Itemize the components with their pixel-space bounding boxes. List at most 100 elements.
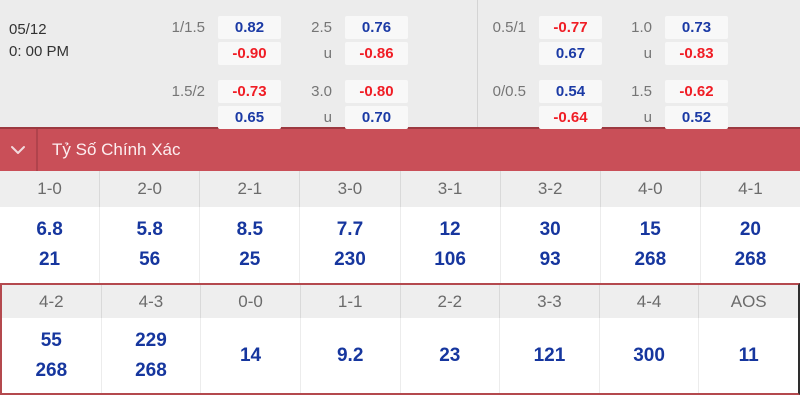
odds-value[interactable]: 20 xyxy=(739,219,761,240)
score-odds-cell[interactable]: 11 xyxy=(699,318,798,393)
score-odds-row: 55 268 229 268 14 9.2 23 121 300 xyxy=(2,318,798,393)
under-label: u xyxy=(643,45,652,62)
score-header: 3-1 xyxy=(401,171,501,207)
score-odds-cell[interactable]: 6.8 21 xyxy=(0,207,101,283)
score-odds-cell[interactable]: 121 xyxy=(500,318,600,393)
score-odds-row: 6.8 21 5.8 56 8.5 25 7.7 230 12 106 30 9… xyxy=(0,207,800,283)
odds-value[interactable]: 23 xyxy=(439,344,461,366)
under-label: u xyxy=(323,45,332,62)
odds-column-total-right: 1.0 0.73 u -0.83 1.5 -0.62 u 0.52 xyxy=(587,16,728,132)
score-odds-cell[interactable]: 229 268 xyxy=(102,318,202,393)
under-label: u xyxy=(643,109,652,126)
odds-column-handicap-left: 1/1.5 0.82 -0.90 1.5/2 -0.73 0.65 xyxy=(140,16,281,132)
odds-value[interactable]: 6.8 xyxy=(36,219,63,240)
odds-value[interactable]: -0.62 xyxy=(665,80,728,103)
score-header: 1-1 xyxy=(301,285,401,318)
odds-value[interactable]: 30 xyxy=(539,219,561,240)
odds-value[interactable]: 268 xyxy=(734,249,767,270)
odds-value[interactable]: 5.8 xyxy=(136,219,163,240)
odds-value[interactable]: 121 xyxy=(533,344,566,366)
score-header: AOS xyxy=(730,291,767,311)
odds-value[interactable]: 9.2 xyxy=(336,344,364,366)
total-line-label: 1.0 xyxy=(631,19,652,36)
odds-value[interactable]: 0.52 xyxy=(665,106,728,129)
odds-value[interactable]: 25 xyxy=(239,249,261,270)
odds-value[interactable]: 14 xyxy=(239,344,262,366)
odds-value[interactable]: 56 xyxy=(139,249,161,270)
score-odds-cell[interactable]: 30 93 xyxy=(501,207,601,283)
total-line-label: 1.5 xyxy=(631,83,652,100)
odds-value[interactable]: 0.67 xyxy=(539,42,602,65)
odds-value[interactable]: 8.5 xyxy=(236,219,264,240)
score-header: 3-0 xyxy=(300,171,401,207)
odds-value[interactable]: 268 xyxy=(634,249,667,270)
score-header: 4-0 xyxy=(601,171,701,207)
correct-score-block-1: 1-0 2-0 2-1 3-0 3-1 3-2 4-0 4-1 6.8 21 5… xyxy=(0,171,800,283)
odds-value[interactable]: 0.76 xyxy=(345,16,408,39)
odds-value[interactable]: 0.82 xyxy=(218,16,281,39)
odds-value[interactable]: 55 xyxy=(40,329,62,351)
odds-value[interactable]: -0.80 xyxy=(345,80,408,103)
score-header: 4-4 xyxy=(600,285,700,318)
odds-value[interactable]: -0.83 xyxy=(665,42,728,65)
score-odds-cell[interactable]: 15 268 xyxy=(601,207,701,283)
match-odds-section: 05/12 0: 00 PM 1/1.5 0.82 -0.90 1.5/2 -0… xyxy=(0,0,800,129)
odds-value[interactable]: 93 xyxy=(539,249,561,270)
odds-value[interactable]: 268 xyxy=(35,359,68,381)
handicap-line-label: 1.5/2 xyxy=(171,83,205,100)
match-date: 05/12 xyxy=(9,21,47,38)
under-label: u xyxy=(323,109,332,126)
odds-column-total-left: 2.5 0.76 u -0.86 3.0 -0.80 u 0.70 xyxy=(267,16,408,132)
section-banner: Tỷ Số Chính Xác xyxy=(0,127,800,171)
odds-value[interactable]: -0.73 xyxy=(218,80,281,103)
collapse-toggle[interactable] xyxy=(0,129,38,171)
score-odds-cell[interactable]: 8.5 25 xyxy=(200,207,301,283)
score-header: 2-0 xyxy=(100,171,201,207)
score-header: 2-2 xyxy=(401,285,501,318)
score-odds-cell[interactable]: 14 xyxy=(201,318,301,393)
handicap-line-label: 0.5/1 xyxy=(492,19,526,36)
score-header: 1-0 xyxy=(0,171,101,207)
odds-value[interactable]: -0.90 xyxy=(218,42,281,65)
score-odds-cell[interactable]: 5.8 56 xyxy=(100,207,201,283)
odds-value[interactable]: 300 xyxy=(633,344,665,366)
handicap-line-label: 0/0.5 xyxy=(492,83,526,100)
score-header: 3-3 xyxy=(500,285,600,318)
score-odds-cell[interactable]: 9.2 xyxy=(301,318,401,393)
correct-score-block-2: 4-2 4-3 0-0 1-1 2-2 3-3 4-4 AOS 55 268 2… xyxy=(0,283,800,395)
odds-value[interactable]: 21 xyxy=(38,249,61,270)
odds-value[interactable]: 15 xyxy=(639,219,661,240)
odds-value[interactable]: -0.86 xyxy=(345,42,408,65)
odds-value[interactable]: 0.70 xyxy=(345,106,408,129)
odds-value[interactable]: 0.54 xyxy=(539,80,602,103)
odds-value[interactable]: 12 xyxy=(439,219,461,240)
odds-value[interactable]: 106 xyxy=(434,249,466,270)
odds-value[interactable]: 0.73 xyxy=(665,16,728,39)
odds-value[interactable]: 229 xyxy=(135,329,167,351)
score-header: 4-1 xyxy=(738,179,763,198)
bottom-strip xyxy=(0,395,800,398)
score-odds-cell[interactable]: 20 268 xyxy=(701,207,800,283)
score-odds-cell[interactable]: 7.7 230 xyxy=(300,207,401,283)
score-header: 4-3 xyxy=(102,285,202,318)
odds-value[interactable]: -0.64 xyxy=(539,106,602,129)
score-odds-cell[interactable]: 23 xyxy=(401,318,501,393)
score-header-row: 4-2 4-3 0-0 1-1 2-2 3-3 4-4 AOS xyxy=(2,285,798,318)
total-line-label: 3.0 xyxy=(311,83,332,100)
odds-value[interactable]: 230 xyxy=(334,249,366,270)
odds-value[interactable]: 0.65 xyxy=(218,106,281,129)
odds-column-handicap-right: 0.5/1 -0.77 0.67 0/0.5 0.54 -0.64 xyxy=(461,16,602,132)
vertical-divider xyxy=(477,0,478,127)
score-header: 2-1 xyxy=(200,171,301,207)
total-line-label: 2.5 xyxy=(311,19,332,36)
handicap-line-label: 1/1.5 xyxy=(171,19,205,36)
odds-value[interactable]: 11 xyxy=(738,344,759,366)
odds-value[interactable]: 268 xyxy=(135,359,167,381)
score-header: 4-2 xyxy=(2,285,102,318)
score-odds-cell[interactable]: 12 106 xyxy=(401,207,501,283)
odds-value[interactable]: 7.7 xyxy=(336,219,364,240)
score-odds-cell[interactable]: 55 268 xyxy=(2,318,102,393)
odds-value[interactable]: -0.77 xyxy=(539,16,602,39)
score-odds-cell[interactable]: 300 xyxy=(600,318,700,393)
score-header: 3-2 xyxy=(501,171,601,207)
